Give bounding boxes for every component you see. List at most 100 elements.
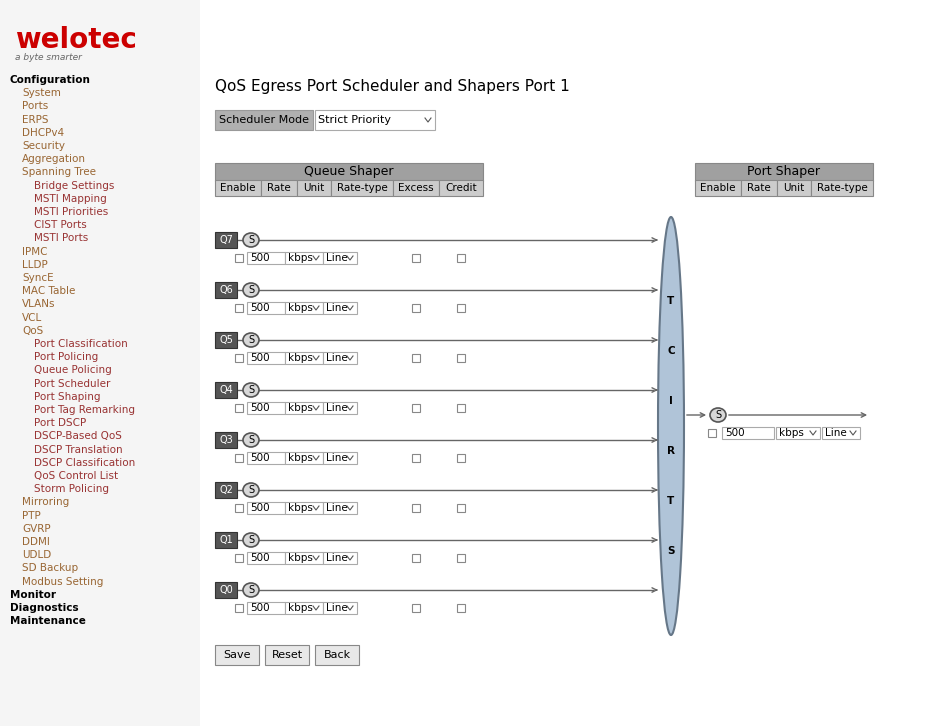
Bar (215, 163, 483, 181)
Text: S: S (248, 285, 254, 295)
Text: Port Shaper: Port Shaper (748, 166, 821, 179)
Text: 500: 500 (250, 453, 269, 463)
Text: DSCP-Based QoS: DSCP-Based QoS (34, 431, 122, 441)
Bar (412, 254, 420, 262)
Bar (285, 502, 323, 514)
Bar (215, 332, 237, 348)
Text: S: S (248, 235, 254, 245)
Ellipse shape (658, 217, 684, 635)
Bar (412, 304, 420, 312)
Text: MSTI Mapping: MSTI Mapping (34, 194, 107, 204)
Text: 500: 500 (250, 253, 269, 263)
Text: MSTI Ports: MSTI Ports (34, 233, 88, 243)
Text: S: S (715, 410, 721, 420)
Text: Strict Priority: Strict Priority (318, 115, 391, 125)
Text: T: T (667, 497, 675, 506)
Text: Q4: Q4 (219, 385, 233, 395)
Bar (215, 232, 237, 248)
Text: Modbus Setting: Modbus Setting (22, 576, 103, 587)
Text: IPMC: IPMC (22, 247, 47, 256)
Text: QoS Egress Port Scheduler and Shapers Port 1: QoS Egress Port Scheduler and Shapers Po… (215, 78, 570, 94)
Text: Unit: Unit (783, 183, 805, 193)
Text: 500: 500 (250, 353, 269, 363)
Ellipse shape (243, 533, 259, 547)
Bar (412, 504, 420, 512)
Text: S: S (248, 585, 254, 595)
Bar (323, 352, 357, 364)
Bar (323, 602, 357, 614)
Bar (412, 604, 420, 612)
Text: Line: Line (326, 303, 348, 313)
Text: kbps: kbps (288, 403, 313, 413)
Text: ERPS: ERPS (22, 115, 48, 125)
Text: kbps: kbps (288, 503, 313, 513)
Bar (412, 354, 420, 362)
Text: Q6: Q6 (219, 285, 233, 295)
Bar (457, 504, 465, 512)
Bar (247, 252, 285, 264)
Text: kbps: kbps (779, 428, 804, 438)
Bar (285, 452, 323, 464)
Bar (235, 554, 243, 562)
Bar (323, 502, 357, 514)
Text: Q5: Q5 (219, 335, 233, 345)
Text: kbps: kbps (288, 353, 313, 363)
Bar (235, 304, 243, 312)
Bar (235, 404, 243, 412)
Text: 500: 500 (725, 428, 744, 438)
Text: Security: Security (22, 141, 65, 151)
Text: C: C (667, 346, 675, 356)
Text: 500: 500 (250, 503, 269, 513)
Bar (323, 402, 357, 414)
Text: welotec: welotec (15, 26, 137, 54)
Bar (457, 304, 465, 312)
Bar (439, 180, 483, 196)
Text: Line: Line (326, 453, 348, 463)
Text: QoS: QoS (22, 326, 44, 336)
Bar (285, 302, 323, 314)
Text: a byte smarter: a byte smarter (15, 52, 82, 62)
Ellipse shape (243, 333, 259, 347)
Text: Excess: Excess (398, 183, 434, 193)
Text: Scheduler Mode: Scheduler Mode (219, 115, 309, 125)
Text: Q3: Q3 (219, 435, 233, 445)
Ellipse shape (243, 433, 259, 447)
Text: Configuration: Configuration (10, 75, 91, 85)
Text: kbps: kbps (288, 253, 313, 263)
Ellipse shape (243, 383, 259, 397)
Bar (457, 254, 465, 262)
Text: QoS Control List: QoS Control List (34, 471, 118, 481)
Text: SD Backup: SD Backup (22, 563, 78, 574)
Text: LLDP: LLDP (22, 260, 47, 270)
Bar (215, 645, 259, 665)
Bar (811, 180, 873, 196)
Ellipse shape (710, 408, 726, 422)
Text: Ports: Ports (22, 102, 48, 111)
Bar (215, 180, 261, 196)
Text: Line: Line (326, 253, 348, 263)
Text: S: S (248, 535, 254, 545)
Text: Line: Line (326, 553, 348, 563)
Bar (235, 604, 243, 612)
Text: T: T (667, 295, 675, 306)
Bar (247, 602, 285, 614)
Text: S: S (667, 547, 675, 556)
Bar (247, 402, 285, 414)
Text: Bridge Settings: Bridge Settings (34, 181, 115, 191)
Text: Enable: Enable (220, 183, 256, 193)
Bar (822, 427, 860, 439)
Text: Spanning Tree: Spanning Tree (22, 168, 96, 177)
Text: Monitor: Monitor (10, 590, 56, 600)
Text: S: S (248, 335, 254, 345)
Bar (393, 180, 439, 196)
Text: Queue Shaper: Queue Shaper (304, 166, 393, 179)
Bar (285, 352, 323, 364)
Bar (235, 354, 243, 362)
Bar (708, 429, 716, 437)
Bar (776, 427, 820, 439)
Text: Q0: Q0 (219, 585, 233, 595)
Bar (457, 454, 465, 462)
Text: Port Tag Remarking: Port Tag Remarking (34, 405, 135, 415)
Ellipse shape (243, 233, 259, 247)
Bar (315, 645, 359, 665)
